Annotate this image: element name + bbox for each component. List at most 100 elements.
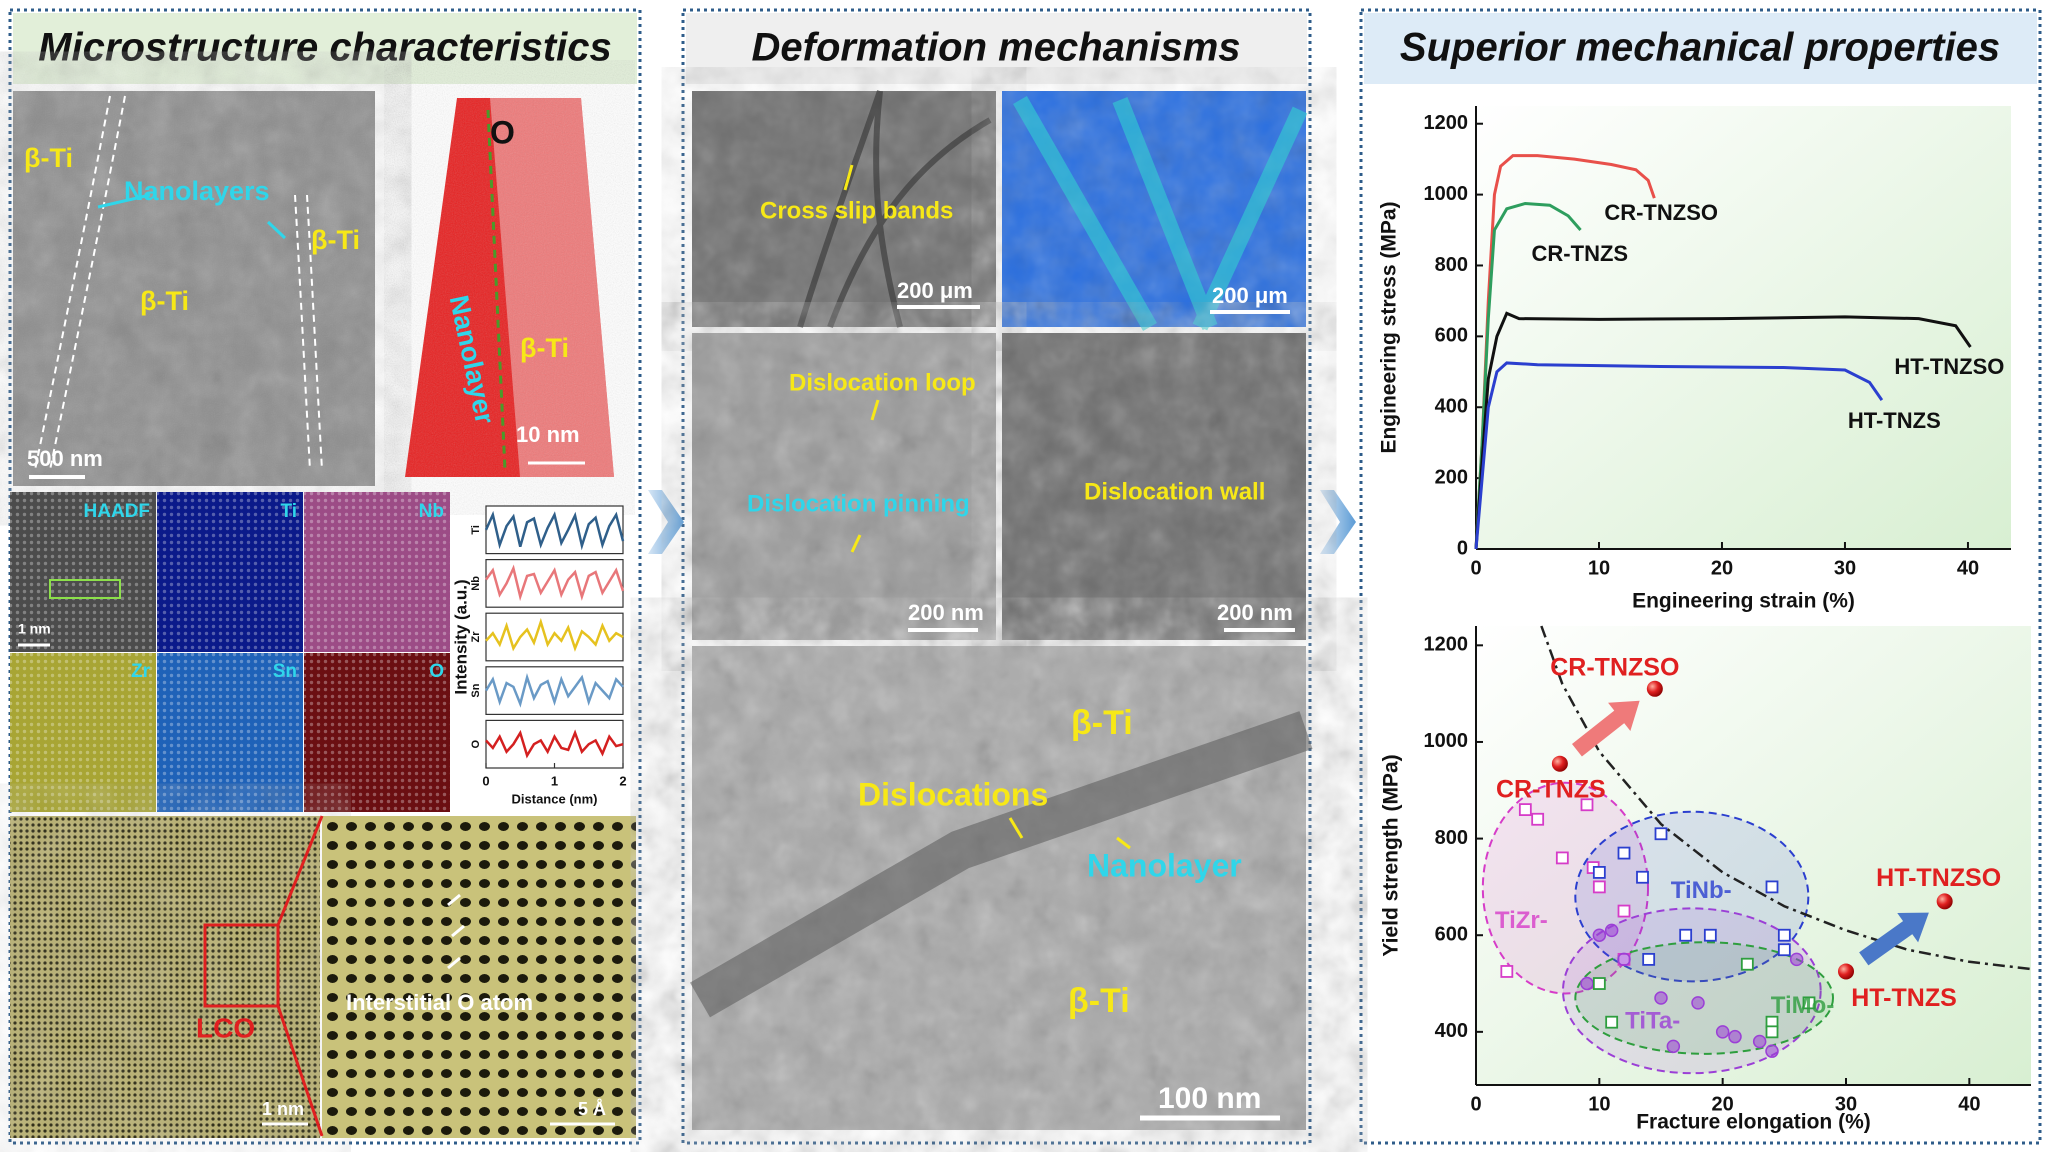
- intensity-line: [485, 729, 624, 759]
- data-point: [1636, 870, 1649, 884]
- series-label: CR-TNZSO: [1604, 200, 1718, 225]
- label: Nanolayer: [1087, 847, 1242, 883]
- highlight-point: [1551, 755, 1568, 772]
- y-tick-label: 800: [1435, 254, 1468, 276]
- data-point: [1580, 798, 1594, 812]
- y-axis-label: Intensity (a.u.): [451, 579, 470, 694]
- trend-line: [1540, 625, 2032, 971]
- hrtem-images: [10, 815, 636, 1138]
- scale-label: 200 μm: [897, 278, 973, 303]
- label: LCO: [196, 1012, 255, 1043]
- data-point: [1691, 996, 1705, 1010]
- x-tick-label: 40: [1958, 1093, 1980, 1115]
- y-tick-label: 1200: [1424, 112, 1469, 134]
- data-point: [1777, 943, 1791, 957]
- y-tick-label: 400: [1435, 396, 1468, 418]
- y-axis-label: Engineering stress (MPa): [1378, 201, 1401, 453]
- x-axis-label: Distance (nm): [512, 791, 598, 806]
- panel-frame: [8, 8, 642, 1145]
- trend-arrow: [1572, 705, 1631, 757]
- map-label: Zr: [131, 661, 151, 682]
- trend-arrow: [1859, 916, 1919, 966]
- trend-arrowhead: [1608, 700, 1640, 732]
- panel-header: [686, 13, 1307, 84]
- scale-label: 5 Å: [578, 1099, 606, 1119]
- data-point: [1604, 923, 1619, 938]
- data-point: [1703, 928, 1717, 942]
- data-point: [1580, 976, 1594, 991]
- panel-title: Deformation mechanisms: [751, 26, 1240, 70]
- data-point: [1518, 803, 1532, 816]
- y-tick-label: 600: [1435, 325, 1468, 347]
- y-tick-label: 800: [1435, 827, 1468, 849]
- y-axis-label: Yield strength (MPa): [1380, 754, 1403, 956]
- data-point: [1654, 827, 1668, 841]
- data-point: [1592, 977, 1606, 990]
- label: β-Ti: [140, 286, 189, 316]
- label: β-Ti: [24, 143, 73, 173]
- x-tick-label: 40: [1957, 557, 1979, 579]
- flow-arrow: [648, 490, 684, 554]
- y-tick-label: 1000: [1424, 730, 1469, 752]
- y-tick-label: 0: [1457, 537, 1468, 559]
- data-point: [1740, 957, 1754, 971]
- data-point: [1679, 928, 1693, 942]
- map-label: Nb: [419, 501, 444, 522]
- stress-strain-curve: [1474, 361, 1884, 550]
- group-region: [1574, 810, 1810, 983]
- intensity-line: [484, 673, 624, 708]
- group-label: TiNb-: [1671, 877, 1732, 904]
- plot-background: [1476, 106, 2011, 549]
- label: Cross slip bands: [760, 197, 953, 224]
- data-point: [1765, 1044, 1779, 1058]
- y-tick-label: 1000: [1424, 183, 1469, 205]
- scale-label: 1 nm: [18, 621, 51, 637]
- series-label: HT-TNZSO: [1894, 354, 2004, 379]
- data-point: [1531, 812, 1545, 826]
- map-label: HAADF: [84, 501, 151, 522]
- label: β-Ti: [1071, 704, 1133, 742]
- trace-label: Sn: [470, 683, 482, 697]
- x-tick-label: 10: [1588, 557, 1610, 579]
- scale-label: 10 nm: [516, 422, 580, 447]
- scale-label: 200 μm: [1212, 283, 1288, 308]
- data-point: [1617, 846, 1631, 860]
- trace-frame: [485, 666, 624, 715]
- x-axis-label: Engineering strain (%): [1632, 590, 1855, 613]
- group-label: TiTa-: [1625, 1007, 1680, 1034]
- data-point: [1592, 866, 1606, 879]
- highlight-point: [1936, 893, 1953, 910]
- eds-maps: [10, 492, 450, 812]
- data-point: [1666, 1039, 1681, 1054]
- panel-header: [1364, 13, 2037, 84]
- intensity-line: [485, 617, 624, 652]
- group-label: TiZr-: [1495, 907, 1548, 934]
- highlight-point: [1646, 680, 1663, 697]
- x-tick-label: 0: [482, 773, 489, 788]
- x-tick-label: 1: [551, 773, 558, 788]
- point-label: HT-TNZSO: [1876, 864, 2001, 892]
- data-point: [1592, 880, 1606, 894]
- trace-label: O: [470, 739, 482, 748]
- group-label: TiMo-: [1771, 992, 1835, 1019]
- data-point: [1605, 1015, 1619, 1029]
- apt-reconstruction: [405, 98, 614, 477]
- map-label: Ti: [280, 501, 297, 522]
- point-label: HT-TNZS: [1851, 984, 1957, 1012]
- x-tick-label: 0: [1470, 1093, 1481, 1115]
- panel-frame: [1359, 8, 2042, 1145]
- x-axis-label: Fracture elongation (%): [1636, 1111, 1871, 1134]
- scale-label: 200 nm: [908, 600, 984, 625]
- data-point: [1617, 952, 1631, 967]
- label: β-Ti: [1068, 982, 1130, 1020]
- stress-strain-curve: [1474, 311, 1972, 550]
- scale-label: 1 nm: [262, 1099, 304, 1119]
- data-point: [1765, 880, 1779, 894]
- data-point: [1555, 851, 1569, 865]
- data-point: [1728, 1029, 1742, 1044]
- trace-frame: [485, 558, 624, 608]
- y-tick-label: 600: [1435, 924, 1468, 946]
- label: Dislocation pinning: [747, 490, 970, 517]
